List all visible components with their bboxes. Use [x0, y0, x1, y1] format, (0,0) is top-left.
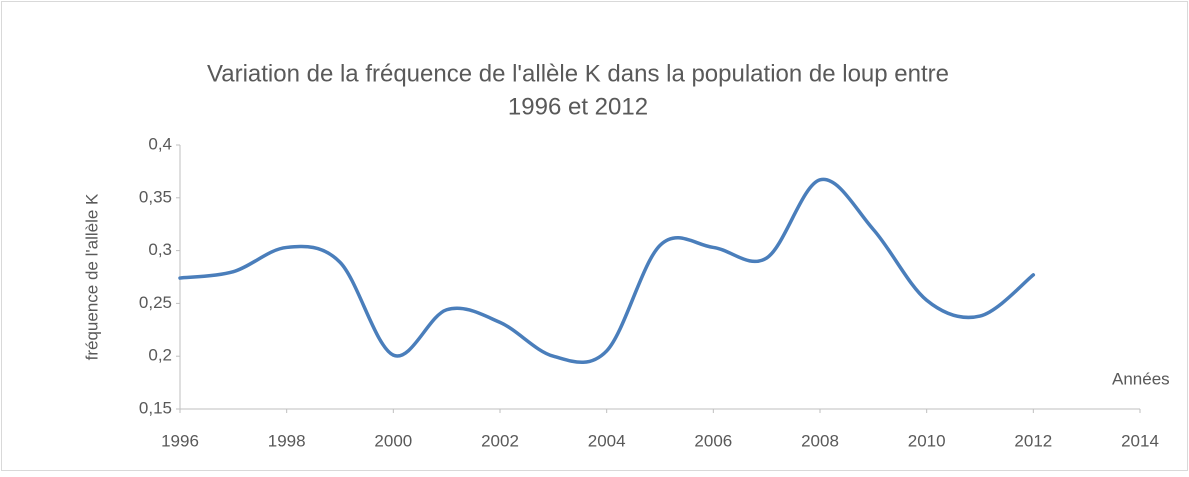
- line: [178, 177, 1036, 365]
- y-axis-title: fréquence de l'allèle K: [82, 193, 101, 360]
- chart-title: 1996 et 2012: [508, 93, 648, 120]
- y-tick-label: 0,2: [148, 346, 172, 365]
- y-tick-label: 0,35: [139, 187, 172, 206]
- x-tick-label: 1998: [268, 431, 306, 450]
- x-tick-label: 2010: [908, 431, 946, 450]
- x-tick-label: 2014: [1121, 431, 1159, 450]
- x-tick-label: 2004: [588, 431, 626, 450]
- x-tick-label: 2002: [481, 431, 519, 450]
- x-tick-label: 2000: [374, 431, 412, 450]
- y-tick-label: 0,15: [139, 398, 172, 417]
- x-tick-label: 2012: [1014, 431, 1052, 450]
- chart-title: Variation de la fréquence de l'allèle K …: [207, 60, 949, 87]
- x-tick-label: 1996: [161, 431, 199, 450]
- x-axis-title: Années: [1112, 369, 1170, 388]
- y-tick-label: 0,4: [148, 134, 172, 153]
- x-tick-label: 2006: [694, 431, 732, 450]
- y-tick-label: 0,3: [148, 240, 172, 259]
- x-tick-label: 2008: [801, 431, 839, 450]
- y-tick-label: 0,25: [139, 293, 172, 312]
